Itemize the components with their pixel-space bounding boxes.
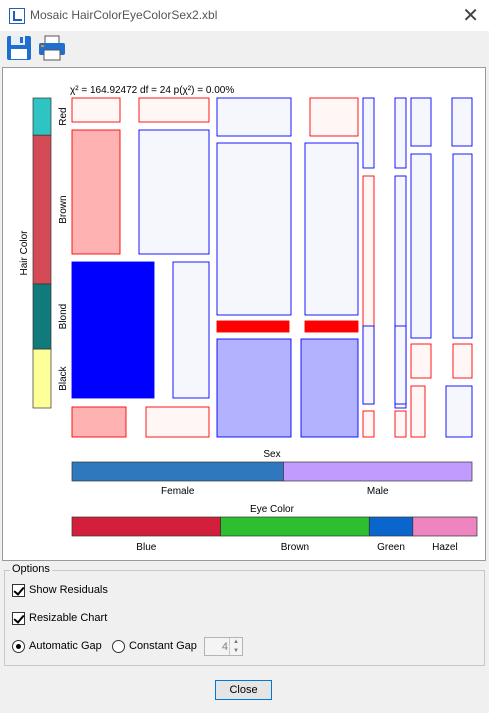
hair-label-brown: Brown	[58, 195, 69, 223]
toolbar	[0, 31, 489, 65]
gap-value: 4	[221, 641, 228, 653]
mosaic-cell	[138, 129, 210, 255]
mosaic-cell	[304, 320, 359, 333]
mosaic-cell	[394, 410, 407, 438]
eye-label-brown: Brown	[281, 542, 309, 553]
hair-axis-title: Hair Color	[19, 230, 30, 276]
mosaic-cell	[309, 97, 359, 137]
mosaic-cell	[362, 97, 375, 169]
mosaic-cell	[394, 97, 407, 169]
mosaic-cell	[445, 385, 473, 438]
mosaic-cell	[451, 97, 473, 147]
resizable-chart-label[interactable]: Resizable Chart	[29, 612, 108, 624]
mosaic-cell	[362, 410, 375, 438]
mosaic-chart-panel: χ² = 164.92472 df = 24 p(χ²) = 0.00% Red B…	[2, 67, 486, 561]
options-legend: Options	[10, 563, 52, 575]
mosaic-cell	[394, 175, 407, 409]
eye-label-hazel: Hazel	[432, 542, 458, 553]
sex-axis-title: Sex	[263, 449, 280, 460]
eye-legend-brown	[220, 516, 370, 537]
gap-spinner[interactable]: 4 ▲ ▼	[204, 637, 243, 656]
automatic-gap-radio[interactable]	[12, 640, 25, 653]
close-window-icon[interactable]: ✕	[462, 5, 479, 27]
mosaic-cell	[410, 97, 432, 147]
mosaic-cell	[216, 338, 292, 438]
mosaic-cell	[452, 153, 473, 339]
mosaic-cell	[71, 406, 127, 438]
spinner-up-icon[interactable]: ▲	[229, 638, 242, 646]
print-button[interactable]	[38, 35, 66, 63]
hair-label-blond: Blond	[58, 304, 69, 330]
hair-legend-brown	[32, 134, 52, 285]
mosaic-cell	[71, 97, 121, 123]
print-icon	[39, 35, 65, 61]
mosaic-cell	[172, 261, 210, 399]
save-icon	[7, 36, 31, 60]
show-residuals-label[interactable]: Show Residuals	[29, 584, 108, 596]
eye-label-green: Green	[377, 542, 405, 553]
eye-legend-hazel	[412, 516, 478, 537]
mosaic-cell	[304, 142, 359, 316]
sex-legend-male	[283, 461, 473, 482]
automatic-gap-label[interactable]: Automatic Gap	[29, 640, 102, 652]
mosaic-cell	[410, 153, 432, 339]
save-button[interactable]	[6, 35, 34, 63]
mosaic-chart: χ² = 164.92472 df = 24 p(χ²) = 0.00%Red B…	[19, 85, 478, 553]
mosaic-cell	[216, 320, 290, 333]
app-icon	[9, 8, 25, 24]
hair-legend-blond	[32, 283, 52, 350]
mosaic-cell	[216, 142, 292, 316]
sex-label-male: Male	[367, 486, 389, 497]
hair-label-red: Red	[58, 107, 69, 125]
mosaic-cell	[71, 261, 155, 399]
hair-legend-black	[32, 348, 52, 409]
eye-label-blue: Blue	[136, 542, 156, 553]
constant-gap-label[interactable]: Constant Gap	[129, 640, 197, 652]
mosaic-cell	[410, 385, 426, 438]
window-title: Mosaic HairColorEyeColorSex2.xbl	[30, 8, 218, 22]
mosaic-cell	[452, 343, 473, 379]
hair-legend-red	[32, 97, 52, 136]
resizable-chart-checkbox[interactable]	[12, 612, 25, 625]
mosaic-cell	[410, 343, 432, 379]
eye-legend-green	[368, 516, 414, 537]
constant-gap-radio[interactable]	[112, 640, 125, 653]
spinner-down-icon[interactable]: ▼	[229, 647, 242, 655]
mosaic-cell	[300, 338, 359, 438]
mosaic-cell	[138, 97, 210, 123]
mosaic-cell	[362, 325, 375, 405]
chi-square-stats: χ² = 164.92472 df = 24 p(χ²) = 0.00%	[70, 85, 234, 96]
mosaic-cell	[394, 325, 407, 405]
sex-label-female: Female	[161, 486, 195, 497]
title-bar: Mosaic HairColorEyeColorSex2.xbl ✕	[0, 0, 489, 31]
mosaic-cell	[216, 97, 292, 137]
options-group: Options Show Residuals Resizable Chart A…	[4, 563, 485, 666]
mosaic-cell	[145, 406, 210, 438]
eye-legend-blue	[71, 516, 221, 537]
show-residuals-checkbox[interactable]	[12, 584, 25, 597]
eye-axis-title: Eye Color	[250, 504, 295, 515]
mosaic-cell	[71, 129, 121, 255]
close-button[interactable]: Close	[215, 680, 272, 700]
sex-legend-female	[71, 461, 284, 482]
hair-label-black: Black	[58, 365, 69, 390]
